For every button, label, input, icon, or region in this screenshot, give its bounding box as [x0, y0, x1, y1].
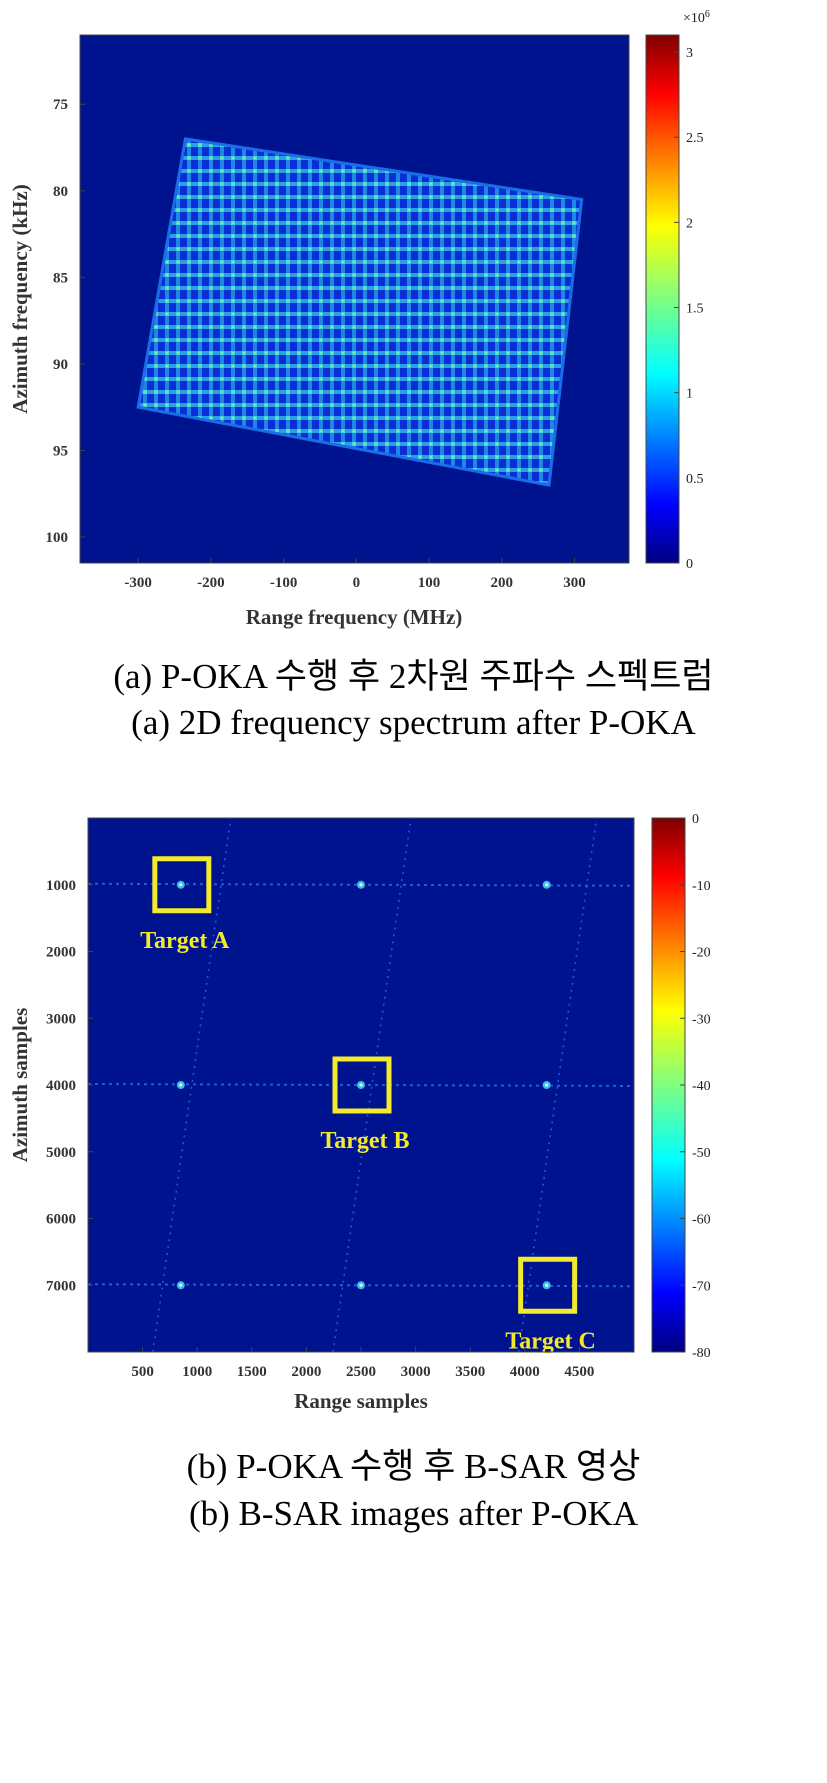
azimuth-sidelobe — [332, 818, 412, 1352]
x-tick-label-b: 4000 — [510, 1364, 540, 1380]
colorbar-b-tick-label: -70 — [692, 1279, 711, 1294]
x-tick-label-b: 1000 — [182, 1364, 212, 1380]
x-tick-label-a: 0 — [353, 575, 361, 591]
x-tick-label-b: 3500 — [455, 1364, 485, 1380]
caption-b-korean: (b) P-OKA 수행 후 B-SAR 영상 — [186, 1447, 641, 1486]
y-ticks-b: 1000 2000 3000 4000 5000 6000 7000 — [46, 878, 93, 1294]
y-tick-label-b: 4000 — [46, 1078, 76, 1094]
point-target — [545, 1083, 549, 1087]
x-tick-label-a: -100 — [270, 575, 298, 591]
plot-a-border — [79, 34, 630, 564]
y-tick-label-b: 3000 — [46, 1011, 76, 1027]
colorbar-b-tick-label: 0 — [692, 812, 699, 827]
spectrum-support-edge — [136, 137, 584, 487]
y-tick-label-b: 5000 — [46, 1145, 76, 1161]
x-tick-label-b: 4500 — [564, 1364, 594, 1380]
target-box — [332, 1056, 392, 1114]
colorbar-b-tick-label: -80 — [692, 1346, 711, 1361]
x-tick-label-b: 2500 — [346, 1364, 376, 1380]
colorbar-a-tick-label: 1 — [686, 387, 693, 402]
colorbar-a-tick-label: 1.5 — [686, 302, 704, 317]
y-tick-label-a: 90 — [53, 357, 68, 373]
x-tick-label-b: 500 — [131, 1364, 154, 1380]
y-axis-label-a: Azimuth frequency (kHz) — [8, 184, 32, 413]
y-tick-label-b: 1000 — [46, 878, 76, 894]
target-box — [152, 856, 212, 914]
colorbar-b — [651, 817, 686, 1353]
colorbar-b-tick-label: -10 — [692, 879, 711, 894]
point-target — [179, 1083, 183, 1087]
target-label: Target C — [505, 1328, 595, 1354]
y-axis-label-b: Azimuth samples — [8, 1008, 32, 1163]
caption-a-english: (a) 2D frequency spectrum after P-OKA — [131, 703, 696, 742]
x-tick-label-b: 2000 — [291, 1364, 321, 1380]
colorbar-a-tick-label: 0.5 — [686, 472, 704, 487]
x-ticks-a: -300 -200 -100 0 100 200 300 — [124, 558, 586, 591]
point-target — [359, 1283, 363, 1287]
y-tick-label-a: 100 — [46, 530, 69, 546]
x-tick-label-a: -200 — [197, 575, 225, 591]
point-target — [179, 1283, 183, 1287]
y-tick-label-a: 75 — [53, 97, 68, 113]
colorbar-a-tick-label: 0 — [686, 557, 693, 572]
target-box — [518, 1256, 578, 1314]
point-target — [545, 883, 549, 887]
target-label: Target B — [320, 1128, 409, 1154]
y-tick-label-a: 80 — [53, 184, 68, 200]
x-tick-label-a: 200 — [490, 575, 513, 591]
azimuth-sidelobe — [517, 818, 598, 1352]
frequency-spectrum-chart: -300 -200 -100 0 100 200 300 75 80 85 90 95 100 Ran… — [8, 9, 710, 630]
colorbar-a-tick-label: 2 — [686, 216, 693, 231]
x-tick-label-a: 300 — [563, 575, 586, 591]
point-target — [179, 883, 183, 887]
y-tick-label-a: 85 — [53, 270, 68, 286]
caption-a-korean: (a) P-OKA 수행 후 2차원 주파수 스펙트럼 — [113, 657, 714, 696]
x-tick-label-a: -300 — [124, 575, 152, 591]
colorbar-a — [645, 34, 680, 564]
colorbar-b-tick-label: -40 — [692, 1079, 711, 1094]
point-target — [359, 883, 363, 887]
colorbar-b-ticks: 0 -10 -20 -30 -40 -50 -60 -70 -80 — [680, 812, 711, 1361]
spectrum-support-region — [138, 138, 582, 486]
y-tick-label-a: 95 — [53, 443, 68, 459]
x-tick-label-b: 3000 — [401, 1364, 431, 1380]
colorbar-b-tick-label: -60 — [692, 1213, 711, 1228]
y-tick-label-b: 7000 — [46, 1278, 76, 1294]
caption-b-english: (b) B-SAR images after P-OKA — [188, 1494, 639, 1533]
x-ticks-b: 500 1000 1500 2000 2500 3000 3500 4000 4500 — [131, 1347, 594, 1380]
point-target — [545, 1283, 549, 1287]
colorbar-b-tick-label: -30 — [692, 1012, 711, 1027]
x-axis-label-a: Range frequency (MHz) — [246, 605, 463, 629]
target-label: Target A — [140, 928, 230, 954]
colorbar-a-tick-label: 2.5 — [686, 131, 704, 146]
colorbar-b-tick-label: -20 — [692, 946, 711, 961]
colorbar-a-ticks: 0 0.5 1 1.5 2 2.5 3 — [674, 46, 704, 572]
azimuth-sidelobe — [152, 818, 232, 1352]
bsar-image-chart: Target A Target B Target C 500 1000 1500 2000… — [8, 812, 711, 1413]
y-tick-label-b: 6000 — [46, 1212, 76, 1228]
x-tick-label-a: 100 — [418, 575, 441, 591]
point-target — [359, 1083, 363, 1087]
point-targets — [176, 880, 551, 1290]
colorbar-b-tick-label: -50 — [692, 1146, 711, 1161]
x-axis-label-b: Range samples — [294, 1389, 428, 1413]
target-boxes: Target A Target B Target C — [140, 856, 596, 1354]
colorbar-exponent: ×106 — [683, 9, 710, 27]
x-tick-label-b: 1500 — [237, 1364, 267, 1380]
y-tick-label-b: 2000 — [46, 945, 76, 961]
colorbar-a-tick-label: 3 — [686, 46, 693, 61]
y-ticks-a: 75 80 85 90 95 100 — [46, 97, 85, 546]
